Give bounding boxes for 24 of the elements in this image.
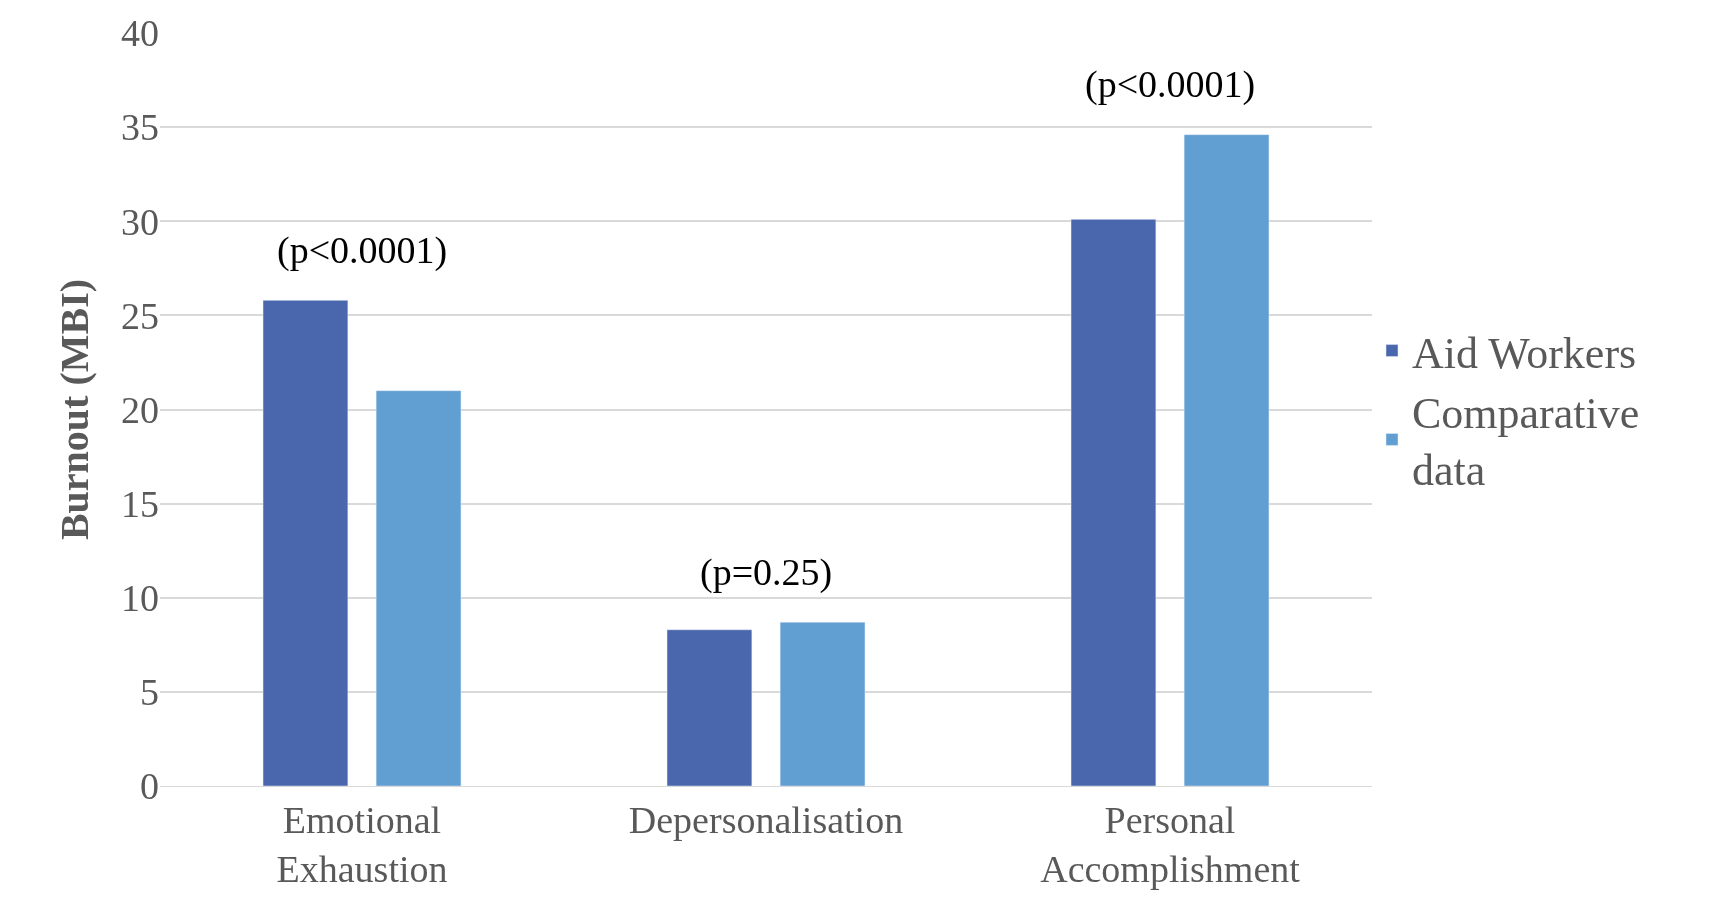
x-tick-label: Emotional Exhaustion	[276, 798, 448, 890]
x-tick-label: Personal Accomplishment	[1040, 798, 1301, 890]
annotation: (p<0.0001)	[1085, 63, 1256, 106]
legend-label: Aid Workers	[1412, 328, 1637, 378]
y-tick-label: 15	[121, 482, 159, 525]
y-axis-title: Burnout (MBI)	[51, 278, 97, 541]
bar	[666, 629, 753, 786]
y-tick-label: 35	[121, 106, 159, 149]
y-tick-label: 40	[121, 12, 159, 55]
legend-label: Comparative data	[1412, 388, 1640, 496]
x-tick-label: Depersonalisation	[628, 798, 904, 841]
bar	[1070, 219, 1157, 786]
y-tick-label: 20	[121, 388, 159, 431]
annotation: (p=0.25)	[700, 551, 833, 594]
y-tick-label: 30	[121, 200, 159, 243]
bar	[779, 621, 866, 786]
bar	[375, 390, 462, 786]
annotation: (p<0.0001)	[277, 229, 448, 272]
y-tick-label: 25	[121, 294, 159, 337]
bar	[262, 300, 349, 786]
y-tick-label: 0	[140, 765, 159, 808]
y-tick-label: 10	[121, 577, 159, 620]
bar	[1183, 134, 1270, 786]
y-tick-label: 5	[140, 671, 159, 714]
